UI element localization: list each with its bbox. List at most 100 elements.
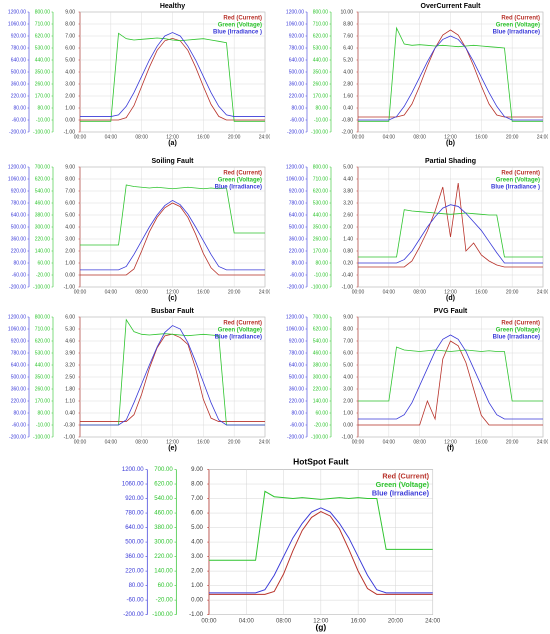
chart-title: Healthy bbox=[160, 3, 185, 10]
y-tick-label: 260.00 bbox=[313, 81, 329, 87]
y-tick-label: 4.00 bbox=[343, 69, 353, 75]
series-line bbox=[208, 507, 433, 594]
x-tick-label: 00:00 bbox=[352, 134, 365, 140]
y-tick-label: 0.00 bbox=[65, 117, 75, 123]
y-tick-label: 7.00 bbox=[343, 338, 353, 344]
y-tick-label: 8.00 bbox=[65, 176, 75, 182]
y-tick-label: 80.00 bbox=[291, 260, 304, 266]
y-tick-label: 540.00 bbox=[313, 338, 329, 344]
y-tick-label: 80.00 bbox=[37, 410, 50, 416]
y-tick-label: 620.00 bbox=[313, 33, 329, 39]
y-tick-label: 1060.00 bbox=[8, 21, 26, 27]
y-tick-label: 170.00 bbox=[35, 398, 51, 404]
y-tick-label: -100.00 bbox=[311, 284, 328, 290]
y-tick-label: 5.20 bbox=[343, 57, 353, 63]
x-tick-label: 04:00 bbox=[383, 439, 396, 445]
y-tick-label: 260.00 bbox=[35, 81, 51, 87]
y-tick-label: 3.20 bbox=[343, 200, 353, 206]
y-tick-label: -20.00 bbox=[36, 272, 50, 278]
y-tick-label: 700.00 bbox=[35, 164, 51, 170]
series-line bbox=[358, 26, 543, 122]
x-tick-label: 20:00 bbox=[228, 439, 241, 445]
chart-title: Busbar Fault bbox=[151, 308, 194, 315]
y-tick-label: -0.30 bbox=[64, 422, 76, 428]
y-tick-label: 60.00 bbox=[158, 583, 174, 589]
legend-entry: Red (Current) bbox=[223, 171, 262, 177]
y-tick-label: 220.00 bbox=[313, 386, 329, 392]
y-tick-label: -1.00 bbox=[64, 129, 76, 135]
y-tick-label: 80.00 bbox=[13, 105, 26, 111]
series-line bbox=[358, 340, 543, 426]
y-tick-label: -1.00 bbox=[64, 284, 76, 290]
y-tick-label: 1200.00 bbox=[8, 164, 26, 170]
y-tick-label: 640.00 bbox=[11, 362, 27, 368]
y-tick-label: -100.00 bbox=[152, 612, 173, 618]
y-tick-label: 7.00 bbox=[191, 496, 203, 502]
y-tick-label: 920.00 bbox=[11, 33, 27, 39]
y-tick-label: 80.00 bbox=[315, 105, 328, 111]
y-tick-label: 1060.00 bbox=[8, 176, 26, 182]
series-line bbox=[358, 35, 543, 121]
y-tick-label: 300.00 bbox=[35, 224, 51, 230]
y-tick-label: 640.00 bbox=[289, 362, 305, 368]
y-tick-label: 540.00 bbox=[35, 188, 51, 194]
y-tick-label: -1.00 bbox=[64, 434, 76, 440]
y-tick-label: 5.00 bbox=[65, 57, 75, 63]
y-tick-label: 350.00 bbox=[313, 224, 329, 230]
y-tick-label: 260.00 bbox=[35, 386, 51, 392]
y-tick-label: 620.00 bbox=[154, 482, 173, 488]
y-tick-label: 360.00 bbox=[11, 81, 27, 87]
y-tick-label: 300.00 bbox=[154, 540, 173, 546]
y-tick-label: 5.00 bbox=[65, 212, 75, 218]
y-tick-label: 440.00 bbox=[313, 212, 329, 218]
x-tick-label: 00:00 bbox=[74, 289, 87, 295]
x-tick-label: 04:00 bbox=[105, 289, 118, 295]
y-tick-label: 6.40 bbox=[343, 45, 353, 51]
x-tick-label: 20:00 bbox=[228, 134, 241, 140]
y-tick-label: 780.00 bbox=[289, 350, 305, 356]
y-tick-label: -200.00 bbox=[9, 129, 26, 135]
y-tick-label: 920.00 bbox=[11, 188, 27, 194]
y-tick-label: -20.00 bbox=[156, 598, 174, 604]
y-tick-label: 1200.00 bbox=[286, 314, 304, 320]
y-tick-label: -60.00 bbox=[12, 422, 26, 428]
y-tick-label: 3.90 bbox=[65, 350, 75, 356]
y-tick-label: 6.00 bbox=[65, 45, 75, 51]
x-tick-label: 04:00 bbox=[105, 134, 118, 140]
y-tick-label: 4.40 bbox=[343, 176, 353, 182]
caption: (g) bbox=[315, 622, 326, 632]
y-tick-label: 530.00 bbox=[35, 350, 51, 356]
y-tick-label: 220.00 bbox=[289, 248, 305, 254]
y-tick-label: 3.80 bbox=[343, 188, 353, 194]
y-tick-label: 620.00 bbox=[35, 33, 51, 39]
y-tick-label: 2.60 bbox=[343, 212, 353, 218]
y-tick-label: 3.00 bbox=[191, 554, 203, 560]
y-tick-label: -100.00 bbox=[33, 434, 50, 440]
legend-entry: Red (Current) bbox=[223, 16, 262, 22]
x-tick-label: 04:00 bbox=[105, 439, 118, 445]
legend-entry: Blue (Irradiance) bbox=[372, 489, 430, 498]
x-tick-label: 04:00 bbox=[383, 134, 396, 140]
y-tick-label: 3.00 bbox=[65, 81, 75, 87]
x-tick-label: 00:00 bbox=[74, 134, 87, 140]
series-line bbox=[80, 32, 265, 122]
legend-entry: Green (Voltage) bbox=[218, 328, 262, 334]
chart-title: Soiling Fault bbox=[152, 158, 195, 165]
y-tick-label: 6.00 bbox=[343, 350, 353, 356]
panel: Healthy (a) 00:00 04:00 08:00 12:00 16:00 20:00… bbox=[8, 3, 270, 147]
y-tick-label: 1.00 bbox=[65, 105, 75, 111]
y-tick-label: 4.00 bbox=[343, 374, 353, 380]
legend-entry: Blue (Irradiance) bbox=[493, 335, 540, 341]
y-tick-label: 380.00 bbox=[154, 525, 173, 531]
y-tick-label: 1060.00 bbox=[286, 326, 304, 332]
y-tick-label: 440.00 bbox=[35, 362, 51, 368]
y-tick-label: 0.80 bbox=[343, 248, 353, 254]
x-tick-label: 12:00 bbox=[166, 289, 179, 295]
x-tick-label: 16:00 bbox=[475, 134, 488, 140]
y-tick-label: 380.00 bbox=[35, 212, 51, 218]
chart-title: PVG Fault bbox=[434, 308, 468, 315]
y-tick-label: 5.00 bbox=[191, 525, 203, 531]
x-tick-label: 16:00 bbox=[197, 134, 210, 140]
y-tick-label: 530.00 bbox=[35, 45, 51, 51]
